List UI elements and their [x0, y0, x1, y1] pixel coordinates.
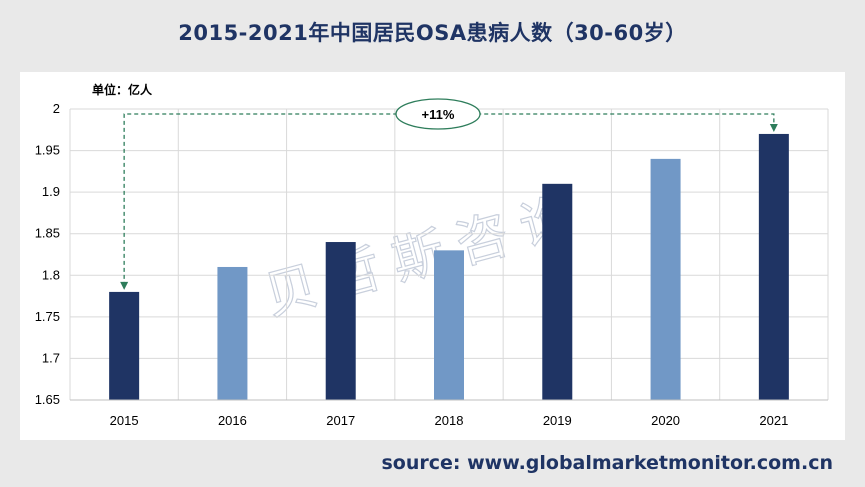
growth-badge — [395, 98, 481, 130]
chart-title: 2015-2021年中国居民OSA患病人数（30-60岁） — [178, 21, 687, 45]
x-tick-label: 2015 — [110, 413, 139, 428]
x-tick-label: 2016 — [218, 413, 247, 428]
y-tick-label: 2 — [53, 101, 60, 116]
bar-2019 — [542, 183, 573, 400]
y-tick-label: 1.7 — [42, 350, 60, 365]
growth-bracket — [123, 113, 775, 286]
source-text: source: www.globalmarketmonitor.com.cn — [381, 452, 834, 474]
bar-2017 — [325, 242, 356, 400]
unit-label: 单位：亿人 — [92, 83, 153, 97]
bar-2018 — [434, 250, 464, 400]
source-bar: source: www.globalmarketmonitor.com.cn — [0, 446, 865, 487]
bar-2020 — [650, 158, 681, 400]
chart-panel: 单位：亿人 贝哲斯咨询 1.65 1.7 1.75 1.8 1.85 1.9 1.95 2 201… — [20, 72, 845, 440]
bar-2015 — [109, 291, 140, 400]
x-tick-label: 2017 — [326, 413, 355, 428]
bar-2016 — [217, 266, 248, 400]
y-tick-label: 1.9 — [42, 184, 60, 199]
y-tick-label: 1.65 — [35, 392, 60, 407]
arrow-head-end — [769, 123, 778, 132]
title-bar: 2015-2021年中国居民OSA患病人数（30-60岁） — [0, 0, 865, 64]
arrow-head-start — [120, 281, 129, 290]
y-tick-label: 1.95 — [35, 143, 60, 158]
x-tick-label: 2018 — [435, 413, 464, 428]
bar-2021 — [758, 133, 789, 400]
y-tick-label: 1.85 — [35, 226, 60, 241]
growth-label: +11% — [422, 107, 455, 122]
y-tick-label: 1.8 — [42, 267, 60, 282]
x-tick-label: 2019 — [543, 413, 572, 428]
x-tick-label: 2020 — [651, 413, 680, 428]
x-tick-label: 2021 — [759, 413, 788, 428]
y-tick-label: 1.75 — [35, 309, 60, 324]
